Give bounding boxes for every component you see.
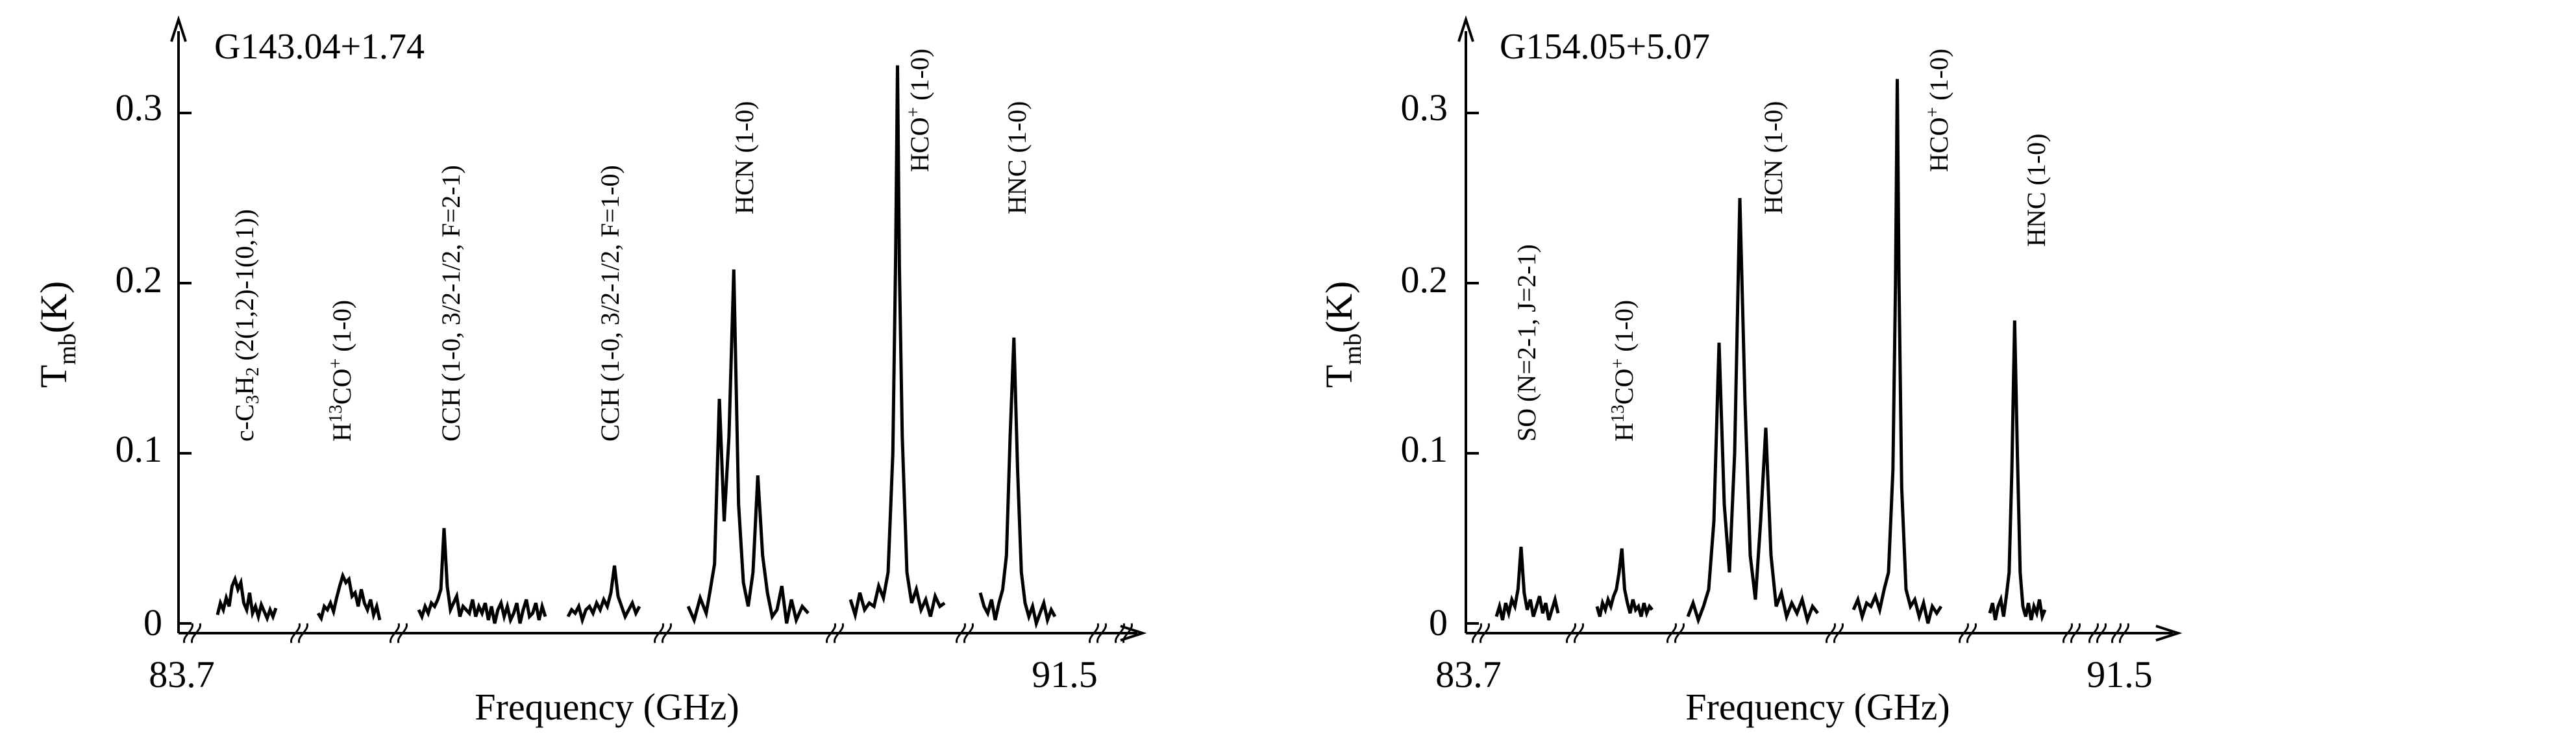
axis-break-mark [2111, 623, 2122, 644]
y-tick-label: 0 [143, 601, 162, 644]
axis-break-mark [191, 623, 201, 644]
axis-break-mark [1480, 623, 1490, 644]
spectrum-segment [216, 574, 278, 623]
spectrum-segment [1494, 546, 1560, 621]
axis-break-mark [2088, 623, 2099, 644]
axis-break-mark [390, 623, 400, 644]
line-label-hcn: HCN (1-0) [730, 101, 759, 214]
panel-title: G154.05+5.07 [1500, 27, 1710, 67]
spectrum-segment [848, 65, 946, 621]
spectrum-segment [1595, 548, 1653, 619]
y-axis-arrow [170, 15, 187, 42]
line-label-cch-f10: CCH (1-0, 3/2-1/2, F=1-0) [595, 165, 625, 442]
spectrum-segment [1988, 320, 2047, 623]
y-tick-label: 0.1 [116, 428, 163, 470]
x-axis-arrow [1120, 625, 1147, 642]
line-label-hco: HCO+ (1-0) [904, 49, 934, 172]
axis-break-mark [1122, 623, 1133, 644]
x-axis-arrow [2155, 625, 2183, 642]
line-label-so: SO (N=2-1, J=2-1) [1512, 244, 1541, 442]
spectrum-panel-g143: G143.04+1.74 Tmb(K) 0 0.1 0.2 0.3 83.7 9… [32, 15, 1147, 728]
y-axis-label-main: T [32, 365, 75, 388]
y-tick-label: 0.1 [1401, 428, 1448, 470]
y-tick-label: 0.2 [116, 258, 163, 301]
spectrum-segment [686, 269, 810, 625]
spectrum-segment [978, 337, 1057, 629]
y-tick-label: 0.3 [116, 86, 163, 129]
axis-break-mark [290, 623, 301, 644]
axis-break-mark [2062, 623, 2073, 644]
axis-break-mark [1959, 623, 1969, 644]
line-label-hnc: HNC (1-0) [1002, 101, 1032, 214]
axis-break-mark [1574, 623, 1584, 644]
axis-break-mark [834, 623, 844, 644]
y-axis-label-sub: mb [54, 333, 81, 365]
axis-break-mark [2070, 623, 2081, 644]
spectrum-segment [417, 528, 547, 625]
y-axis-label: Tmb(K) [1318, 281, 1367, 388]
axis-break-mark [1666, 623, 1677, 644]
x-tick-label-end: 91.5 [1032, 653, 1098, 695]
spectrum-segment [316, 571, 382, 623]
y-axis-label: Tmb(K) [32, 281, 81, 388]
y-tick-label: 0.3 [1401, 86, 1448, 129]
spectrum-segment [1852, 79, 1943, 624]
axis-break-mark [1115, 623, 1125, 644]
axis-break-mark [397, 623, 408, 644]
axis-break-mark [1674, 623, 1685, 644]
axis-break-mark [298, 623, 308, 644]
axis-break-mark [1566, 623, 1576, 644]
axis-break-mark [183, 623, 193, 644]
axis-break-mark [963, 623, 974, 644]
axis-break-mark [662, 623, 672, 644]
line-label-hco: HCO+ (1-0) [1923, 49, 1953, 172]
line-label-cch-f21: CCH (1-0, 3/2-1/2, F=2-1) [436, 165, 465, 442]
x-tick-label-end: 91.5 [2087, 653, 2153, 695]
spectrum-segment [566, 565, 641, 626]
axis-break-mark [1833, 623, 1844, 644]
axis-break-mark [1966, 623, 1977, 644]
x-axis-title: Frequency (GHz) [475, 686, 739, 728]
y-axis-label-unit: (K) [1318, 281, 1360, 334]
x-tick-label-start: 83.7 [149, 653, 215, 695]
axis-break-mark [956, 623, 966, 644]
axis-break-mark [1472, 623, 1482, 644]
y-axis-label-sub: mb [1339, 333, 1367, 365]
line-label-c-c3h2: c-C3H2 (2(1,2)-1(0,1)) [230, 209, 263, 442]
axis-break-mark [1089, 623, 1099, 644]
y-tick-label: 0.2 [1401, 258, 1448, 301]
x-tick-label-start: 83.7 [1435, 653, 1502, 695]
axis-break-mark [2096, 623, 2107, 644]
spectrum-segment [1686, 197, 1819, 626]
y-axis-label-main: T [1318, 365, 1360, 388]
panel-title: G143.04+1.74 [214, 27, 425, 67]
line-label-hnc: HNC (1-0) [2022, 134, 2051, 247]
axis-break-mark [654, 623, 664, 644]
x-axis-title: Frequency (GHz) [1685, 686, 1950, 728]
y-tick-label: 0 [1429, 601, 1448, 644]
y-axis-label-unit: (K) [32, 281, 75, 334]
line-label-hcn: HCN (1-0) [1759, 101, 1788, 214]
axis-break-mark [826, 623, 836, 644]
axis-break-mark [2119, 623, 2129, 644]
y-axis-arrow [1457, 15, 1474, 42]
axis-break-mark [1826, 623, 1836, 644]
axis-break-mark [1096, 623, 1107, 644]
